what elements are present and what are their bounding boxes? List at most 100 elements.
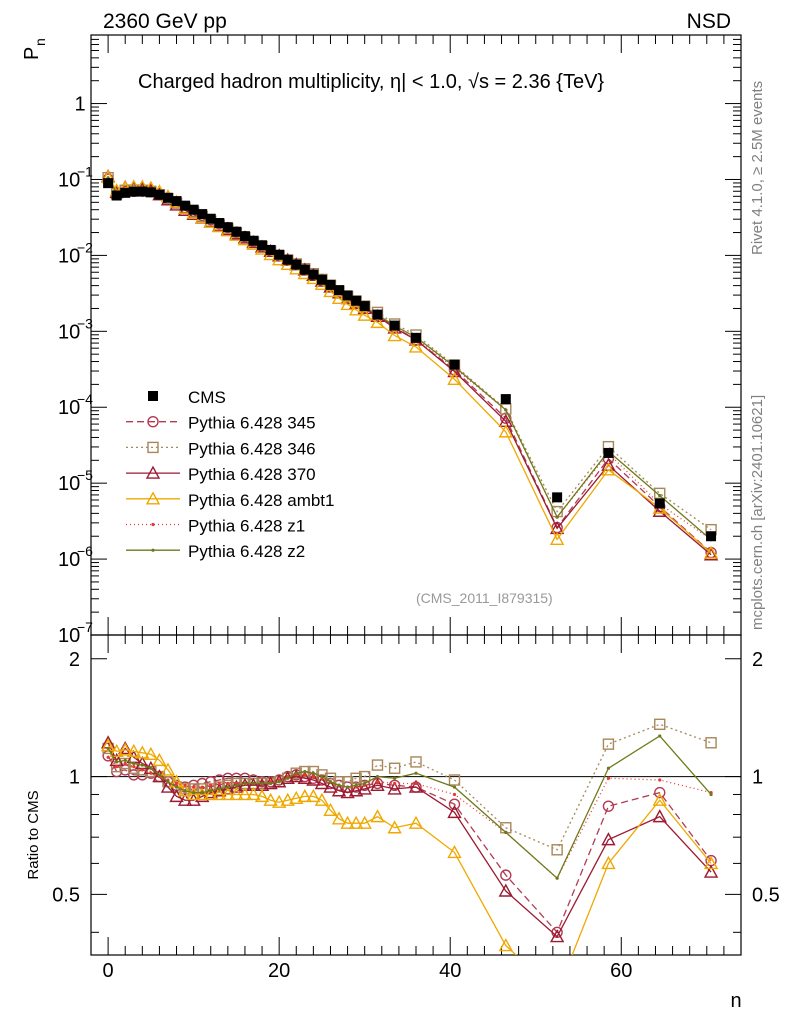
ratio-point-pythia-6-428-ambt1 (306, 788, 321, 803)
ratio-point-pythia-6-428-370 (323, 779, 338, 793)
ratio-point-pythia-6-428-346 (290, 767, 302, 779)
point-cms-data (257, 240, 268, 251)
ratio-tick-label-left: 0.5 (52, 884, 80, 906)
ratio-point-pythia-6-428-z2 (286, 776, 290, 780)
ratio-point-pythia-6-428-z2 (328, 780, 333, 784)
x-tick-label: 20 (268, 960, 290, 982)
point-cms-data (449, 359, 460, 370)
y-axis-label: P n (21, 38, 48, 60)
ratio-point-pythia-6-428-z1 (452, 792, 457, 797)
ratio-point-pythia-6-428-z2 (209, 789, 213, 793)
ratio-point-pythia-6-428-ambt1 (263, 792, 278, 806)
point-cms-data (137, 186, 148, 197)
ratio-point-pythia-6-428-370 (331, 783, 347, 797)
point-pythia-6-428-ambt1 (387, 328, 402, 342)
mcplots-source-label: mcplots.cern.ch [arXiv:2401.10621] (749, 395, 766, 630)
ratio-point-pythia-6-428-345 (358, 779, 371, 791)
ratio-point-pythia-6-428-ambt1 (126, 743, 141, 758)
point-pythia-6-428-ambt1 (323, 283, 338, 298)
ratio-point-pythia-6-428-z1 (115, 765, 119, 769)
ratio-point-pythia-6-428-345 (388, 779, 401, 791)
ratio-point-pythia-6-428-z2 (658, 734, 662, 738)
ratio-point-pythia-6-428-z2 (337, 783, 341, 787)
ratio-point-pythia-6-428-345 (654, 786, 666, 799)
ratio-point-pythia-6-428-z2 (311, 771, 315, 775)
ratio-point-pythia-6-428-z2 (709, 792, 713, 797)
point-pythia-6-428-ambt1 (549, 531, 565, 546)
ratio-point-pythia-6-428-z2 (320, 774, 324, 779)
ratio-point-pythia-6-428-370 (549, 929, 565, 943)
point-cms-data (128, 186, 139, 197)
point-cms-data (411, 332, 421, 343)
ratio-plot-area (100, 718, 719, 955)
point-cms-data (282, 254, 293, 265)
ratio-point-pythia-6-428-370 (314, 776, 330, 790)
legend-label-pythia-6-428-345: Pythia 6.428 345 (188, 414, 316, 433)
ratio-point-pythia-6-428-ambt1 (143, 746, 159, 760)
ratio-point-pythia-6-428-ambt1 (357, 815, 372, 829)
ratio-line-pythia-6-428-z1 (107, 756, 712, 880)
point-cms-data (248, 235, 259, 246)
ratio-point-pythia-6-428-z2 (149, 766, 153, 770)
ratio-line-pythia-6-428-370 (107, 742, 712, 938)
ratio-point-pythia-6-428-z1 (174, 781, 179, 786)
ratio-point-pythia-6-428-ambt1 (118, 742, 133, 756)
ratio-point-pythia-6-428-ambt1 (246, 787, 261, 801)
point-cms-data (316, 274, 327, 285)
point-pythia-6-428-z2 (504, 408, 508, 412)
y-tick-exponent: −7 (77, 619, 93, 635)
point-cms-data (654, 498, 665, 509)
ratio-point-pythia-6-428-ambt1 (331, 811, 347, 825)
ratio-point-pythia-6-428-z2 (414, 771, 418, 775)
ratio-point-pythia-6-428-ambt1 (186, 787, 201, 801)
y-tick-label: 10 (58, 549, 80, 571)
ratio-point-pythia-6-428-370 (289, 769, 304, 783)
ratio-point-pythia-6-428-346 (299, 765, 311, 778)
x-tick-label: 0 (103, 960, 114, 982)
ratio-point-pythia-6-428-ambt1 (408, 815, 424, 829)
ratio-point-pythia-6-428-z2 (183, 789, 187, 793)
y-tick-exponent: −1 (77, 163, 93, 179)
ratio-point-pythia-6-428-z2 (375, 774, 380, 779)
ratio-point-pythia-6-428-370 (652, 809, 667, 823)
point-cms-data (291, 259, 302, 270)
point-pythia-6-428-370 (703, 547, 719, 561)
ratio-point-pythia-6-428-370 (229, 779, 244, 793)
title-mid: | < 1.0, (401, 71, 468, 93)
y-tick-label: 10 (58, 397, 80, 419)
ratio-point-pythia-6-428-z1 (658, 778, 662, 782)
ratio-point-pythia-6-428-370 (306, 772, 321, 786)
point-cms-data (180, 200, 191, 211)
point-cms-data (103, 178, 114, 189)
ratio-point-pythia-6-428-z2 (106, 746, 110, 751)
point-pythia-6-428-z2 (658, 493, 662, 498)
ratio-point-pythia-6-428-370 (370, 777, 385, 791)
ratio-point-pythia-6-428-ambt1 (652, 792, 667, 806)
ratio-point-pythia-6-428-z1 (123, 761, 127, 766)
ratio-point-pythia-6-428-z1 (149, 771, 153, 775)
point-pythia-6-428-ambt1 (498, 424, 513, 438)
point-cms-data (111, 190, 122, 201)
ratio-point-pythia-6-428-ambt1 (135, 745, 150, 759)
series-line-pythia-6-428-z2 (107, 177, 712, 541)
main-plot-area (100, 169, 719, 561)
ratio-point-pythia-6-428-345 (500, 869, 512, 881)
legend-label-pythia-6-428-z2: Pythia 6.428 z2 (188, 542, 305, 561)
point-pythia-6-428-ambt1 (447, 371, 462, 385)
legend-label-pythia-6-428-ambt1: Pythia 6.428 ambt1 (188, 491, 334, 510)
analysis-id-label: (CMS_2011_I879315) (416, 590, 553, 606)
ratio-point-pythia-6-428-346 (705, 737, 717, 749)
point-cms-data (171, 196, 182, 207)
rivet-version-label: Rivet 4.1.0, ≥ 2.5M events (749, 81, 766, 255)
point-cms-data (500, 394, 511, 405)
y-tick-exponent: −2 (77, 239, 93, 255)
point-cms-data (308, 269, 319, 280)
legend-marker-pythia-6-428-346 (147, 441, 159, 454)
ratio-point-pythia-6-428-z2 (157, 773, 162, 777)
ratio-point-pythia-6-428-ambt1 (109, 743, 124, 758)
y-tick-label: 10 (58, 245, 80, 267)
ratio-point-pythia-6-428-ambt1 (212, 787, 227, 801)
event-type-label: NSD (687, 10, 731, 33)
y-tick-label: 1 (74, 94, 85, 116)
